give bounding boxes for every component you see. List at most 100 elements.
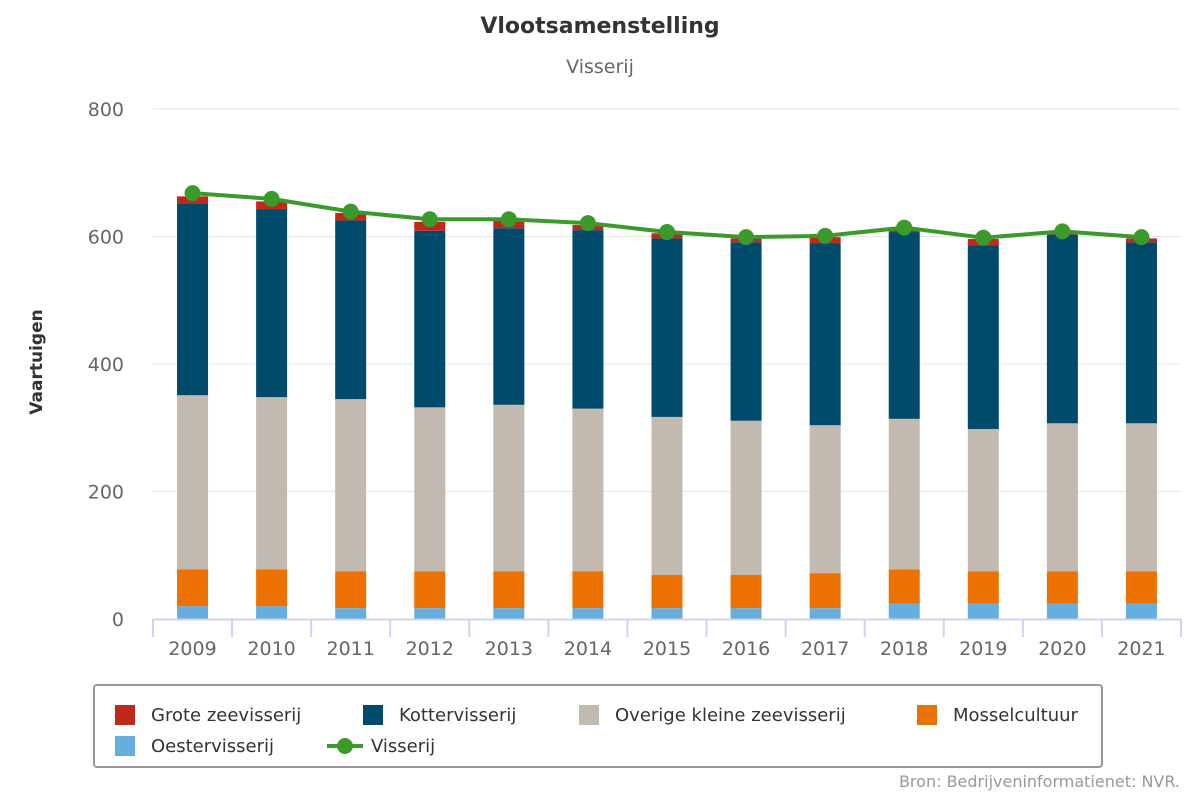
bar-segment-mosselcultuur-2011[interactable] xyxy=(335,571,367,609)
legend-label: Grote zeevisserij xyxy=(151,704,302,726)
x-tick-label: 2016 xyxy=(722,638,770,660)
legend-swatch-mossel xyxy=(917,705,937,725)
bar-segment-mosselcultuur-2014[interactable] xyxy=(572,571,604,609)
x-tick-label: 2010 xyxy=(247,638,295,660)
legend-label: Overige kleine zeevisserij xyxy=(615,704,846,726)
bar-segment-oestervisserij-2013[interactable] xyxy=(493,608,525,619)
bar-segment-overige-kleine-zeevisserij-2019[interactable] xyxy=(967,429,999,572)
bar-segment-mosselcultuur-2010[interactable] xyxy=(256,569,288,607)
bar-segment-kottervisserij-2018[interactable] xyxy=(888,232,920,419)
legend-swatch-oester xyxy=(115,736,135,756)
bar-segment-kottervisserij-2019[interactable] xyxy=(967,245,999,430)
line-point-visserij-2014[interactable] xyxy=(579,215,596,232)
legend-swatch-grote xyxy=(115,705,135,725)
x-tick-label: 2018 xyxy=(880,638,928,660)
bar-segment-oestervisserij-2014[interactable] xyxy=(572,608,604,619)
x-tick-label: 2009 xyxy=(168,638,216,660)
credits-source: Bron: Bedrijveninformatienet: NVR. xyxy=(898,772,1180,791)
bar-segment-mosselcultuur-2013[interactable] xyxy=(493,571,525,609)
line-point-visserij-2018[interactable] xyxy=(896,219,913,236)
x-tick-label: 2019 xyxy=(959,638,1007,660)
legend-item-overige-kleine-zeevisserij[interactable]: Overige kleine zeevisserij xyxy=(579,703,846,727)
bar-segment-oestervisserij-2021[interactable] xyxy=(1125,603,1157,619)
legend-item-visserij[interactable]: Visserij xyxy=(327,734,435,758)
bar-segment-oestervisserij-2016[interactable] xyxy=(730,608,762,619)
legend-item-mosselcultuur[interactable]: Mosselcultuur xyxy=(917,703,1078,727)
bar-segment-overige-kleine-zeevisserij-2013[interactable] xyxy=(493,404,525,572)
bar-segment-oestervisserij-2015[interactable] xyxy=(651,608,683,619)
bar-segment-mosselcultuur-2016[interactable] xyxy=(730,575,762,609)
bar-segment-overige-kleine-zeevisserij-2011[interactable] xyxy=(335,399,367,572)
bar-segment-overige-kleine-zeevisserij-2009[interactable] xyxy=(177,395,209,570)
x-tick-label: 2015 xyxy=(643,638,691,660)
y-tick-label: 400 xyxy=(88,354,124,376)
legend-label: Oestervisserij xyxy=(151,735,275,757)
chart-subtitle: Visserij xyxy=(566,56,634,78)
y-tick-label: 600 xyxy=(88,227,124,249)
bar-segment-oestervisserij-2010[interactable] xyxy=(256,606,288,619)
bar-segment-oestervisserij-2018[interactable] xyxy=(888,603,920,619)
bar-segment-kottervisserij-2015[interactable] xyxy=(651,238,683,417)
bar-segment-mosselcultuur-2020[interactable] xyxy=(1046,571,1078,604)
line-point-visserij-2020[interactable] xyxy=(1054,223,1071,240)
bar-segment-kottervisserij-2013[interactable] xyxy=(493,228,525,405)
bar-segment-oestervisserij-2011[interactable] xyxy=(335,608,367,619)
bar-segment-overige-kleine-zeevisserij-2012[interactable] xyxy=(414,407,446,572)
bar-segment-kottervisserij-2011[interactable] xyxy=(335,220,367,400)
bar-segment-oestervisserij-2020[interactable] xyxy=(1046,603,1078,619)
bar-segment-overige-kleine-zeevisserij-2021[interactable] xyxy=(1125,423,1157,572)
line-point-visserij-2011[interactable] xyxy=(342,203,359,220)
bar-segment-oestervisserij-2019[interactable] xyxy=(967,603,999,619)
line-point-visserij-2010[interactable] xyxy=(263,190,280,207)
line-point-visserij-2012[interactable] xyxy=(421,211,438,228)
bar-segment-overige-kleine-zeevisserij-2020[interactable] xyxy=(1046,423,1078,572)
legend-item-grote-zeevisserij[interactable]: Grote zeevisserij xyxy=(115,703,301,727)
bar-segment-mosselcultuur-2012[interactable] xyxy=(414,571,446,609)
legend-label: Mosselcultuur xyxy=(953,704,1078,726)
bar-segment-mosselcultuur-2021[interactable] xyxy=(1125,571,1157,604)
line-point-visserij-2013[interactable] xyxy=(500,211,517,228)
bar-segment-overige-kleine-zeevisserij-2016[interactable] xyxy=(730,420,762,576)
legend-swatch-overige xyxy=(579,705,599,725)
x-tick-label: 2011 xyxy=(327,638,375,660)
line-point-visserij-2016[interactable] xyxy=(738,229,755,246)
line-point-visserij-2009[interactable] xyxy=(184,185,201,202)
legend-label: Kottervisserij xyxy=(399,704,517,726)
bar-segment-kottervisserij-2014[interactable] xyxy=(572,230,604,409)
chart-title: Vlootsamenstelling xyxy=(480,14,720,39)
line-point-visserij-2019[interactable] xyxy=(975,229,992,246)
bar-segment-mosselcultuur-2018[interactable] xyxy=(888,569,920,604)
bar-segment-overige-kleine-zeevisserij-2018[interactable] xyxy=(888,418,920,570)
chart-legend: Grote zeevisserij Kottervisserij Overige… xyxy=(93,684,1103,768)
line-point-visserij-2021[interactable] xyxy=(1133,229,1150,246)
bar-segment-kottervisserij-2012[interactable] xyxy=(414,230,446,408)
y-axis-label: Vaartuigen xyxy=(27,309,47,414)
line-point-visserij-2017[interactable] xyxy=(817,227,834,244)
bar-segment-kottervisserij-2021[interactable] xyxy=(1125,242,1157,424)
bar-segment-kottervisserij-2010[interactable] xyxy=(256,209,288,398)
bar-segment-overige-kleine-zeevisserij-2010[interactable] xyxy=(256,397,288,570)
bar-segment-overige-kleine-zeevisserij-2015[interactable] xyxy=(651,416,683,576)
bar-segment-kottervisserij-2009[interactable] xyxy=(177,203,209,396)
bar-segment-oestervisserij-2017[interactable] xyxy=(809,608,841,619)
legend-item-kottervisserij[interactable]: Kottervisserij xyxy=(363,703,516,727)
bar-segment-kottervisserij-2017[interactable] xyxy=(809,243,841,426)
bar-segment-overige-kleine-zeevisserij-2017[interactable] xyxy=(809,425,841,574)
line-point-visserij-2015[interactable] xyxy=(659,224,675,241)
x-tick-label: 2017 xyxy=(801,638,849,660)
legend-label: Visserij xyxy=(371,735,436,757)
bar-segment-mosselcultuur-2009[interactable] xyxy=(177,569,209,607)
bar-segment-oestervisserij-2009[interactable] xyxy=(177,606,209,619)
x-tick-label: 2013 xyxy=(485,638,533,660)
bar-segment-oestervisserij-2012[interactable] xyxy=(414,608,446,619)
stacked-bar-chart: 0 200 400 600 800 2009 2010 2011 2012 2013 2014 201… xyxy=(27,99,1182,660)
bar-segment-mosselcultuur-2019[interactable] xyxy=(967,571,999,604)
bar-segment-overige-kleine-zeevisserij-2014[interactable] xyxy=(572,408,604,572)
y-tick-label: 0 xyxy=(112,609,124,631)
bar-segment-mosselcultuur-2017[interactable] xyxy=(809,573,841,609)
bar-segment-mosselcultuur-2015[interactable] xyxy=(651,575,683,609)
bar-segment-kottervisserij-2020[interactable] xyxy=(1046,234,1078,424)
bar-segment-kottervisserij-2016[interactable] xyxy=(730,242,762,421)
y-tick-label: 800 xyxy=(88,99,124,121)
legend-item-oestervisserij[interactable]: Oestervisserij xyxy=(115,734,274,758)
